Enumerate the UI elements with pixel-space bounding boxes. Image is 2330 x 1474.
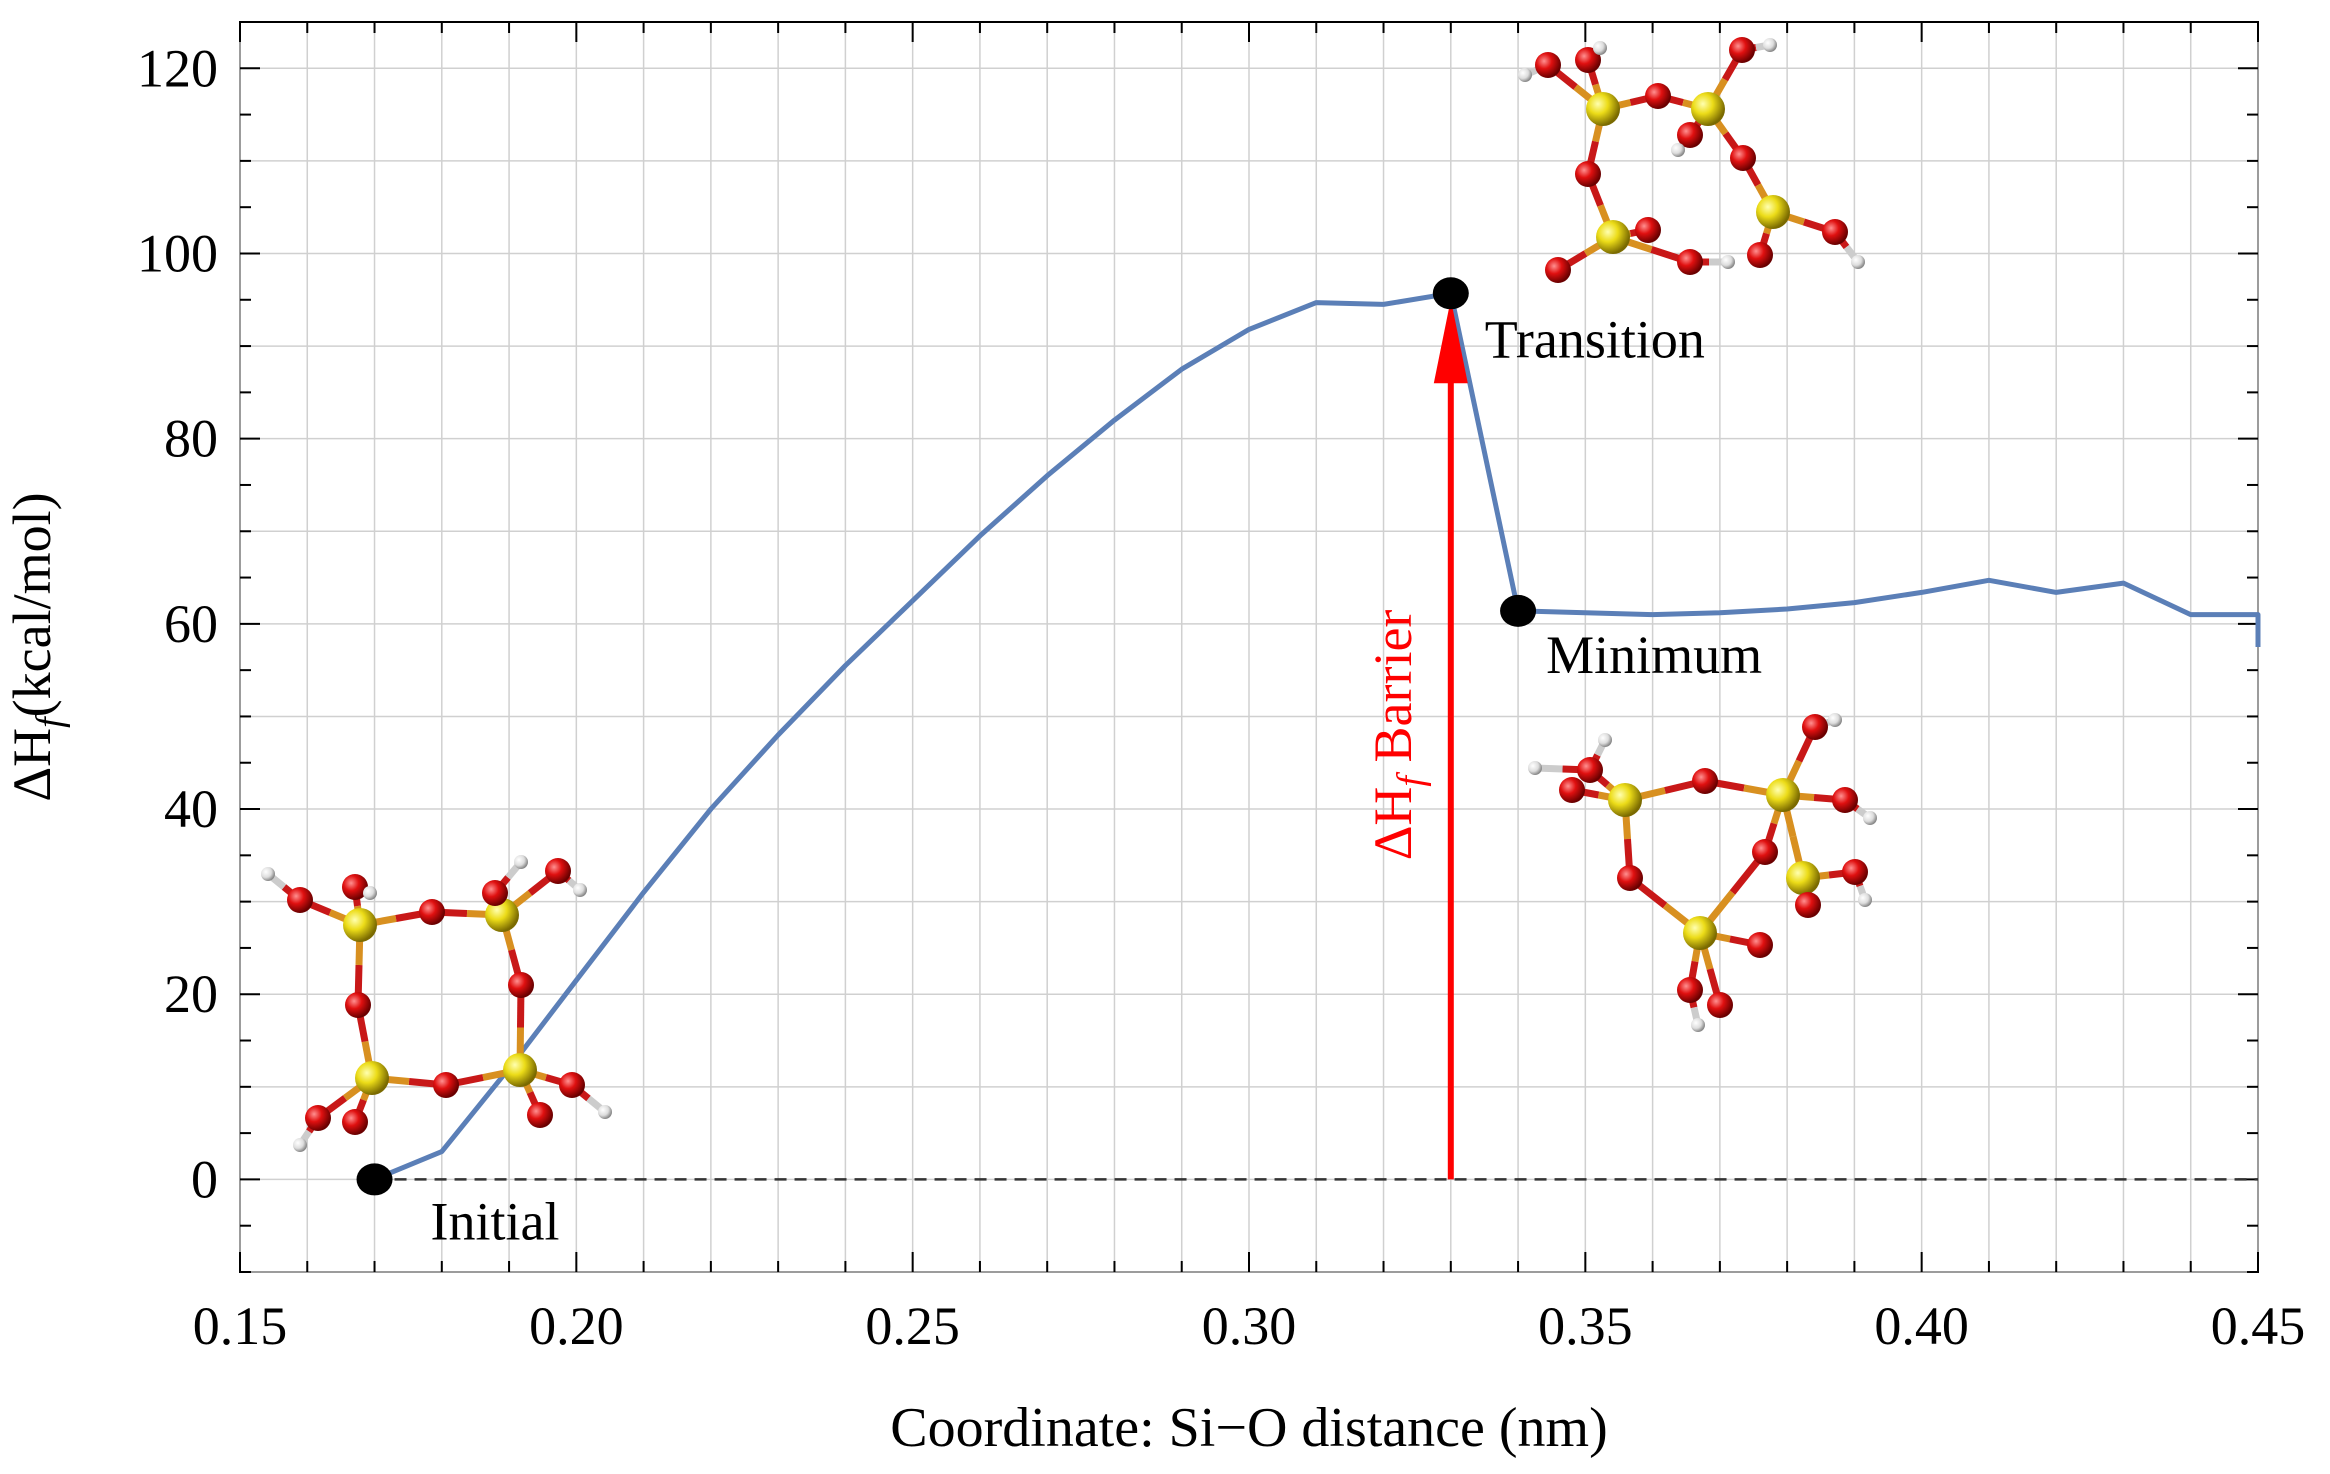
hydrogen-atom: [1828, 713, 1842, 727]
y-axis-label: ΔHf(kcal/mol): [2, 492, 71, 801]
silicon-atom: [1683, 916, 1717, 950]
y-tick-label: 120: [137, 38, 218, 98]
hydrogen-atom: [1518, 68, 1532, 82]
hydrogen-atom: [1721, 255, 1735, 269]
oxygen-atom: [305, 1105, 331, 1131]
oxygen-atom: [1802, 714, 1828, 740]
x-tick-label: 0.15: [193, 1296, 288, 1356]
hydrogen-atom: [1598, 733, 1612, 747]
oxygen-atom: [1730, 145, 1756, 171]
y-tick-label: 0: [191, 1149, 218, 1209]
oxygen-atom: [1842, 859, 1868, 885]
silicon-atom: [355, 1061, 389, 1095]
oxygen-atom: [1645, 83, 1671, 109]
oxygen-atom: [1577, 757, 1603, 783]
silicon-atom: [1786, 861, 1820, 895]
x-tick-label: 0.30: [1202, 1296, 1297, 1356]
oxygen-atom: [1707, 992, 1733, 1018]
x-tick-label: 0.25: [865, 1296, 960, 1356]
y-tick-label: 100: [137, 223, 218, 283]
silicon-atom: [1691, 92, 1725, 126]
oxygen-atom: [508, 972, 534, 998]
y-tick-label: 20: [164, 964, 218, 1024]
silicon-atom: [1608, 783, 1642, 817]
oxygen-atom: [1795, 892, 1821, 918]
point-label-minimum: Minimum: [1546, 625, 1762, 685]
hydrogen-atom: [363, 886, 377, 900]
oxygen-atom: [1692, 768, 1718, 794]
hydrogen-atom: [1858, 893, 1872, 907]
oxygen-atom: [1575, 161, 1601, 187]
molecule-initial: [261, 855, 612, 1152]
y-tick-label: 40: [164, 779, 218, 839]
hydrogen-atom: [1863, 811, 1877, 825]
oxygen-atom: [482, 880, 508, 906]
barrier-label: ΔHf Barrier: [1363, 610, 1432, 861]
hydrogen-atom: [598, 1105, 612, 1119]
oxygen-atom: [1747, 242, 1773, 268]
oxygen-atom: [1559, 777, 1585, 803]
oxygen-atom: [1832, 787, 1858, 813]
hydrogen-atom: [1763, 38, 1777, 52]
hydrogen-atom: [1593, 41, 1607, 55]
series-line: [373, 290, 2261, 1182]
x-tick-label: 0.20: [529, 1296, 624, 1356]
oxygen-atom: [559, 1072, 585, 1098]
marked-points: Initial Transition Minimum: [356, 277, 1762, 1251]
hydrogen-atom: [1691, 1018, 1705, 1032]
silicon-atom: [1596, 220, 1630, 254]
oxygen-atom: [1635, 217, 1661, 243]
hydrogen-atom: [1671, 143, 1685, 157]
hydrogen-atom: [1528, 761, 1542, 775]
oxygen-atom: [1677, 249, 1703, 275]
x-tick-label: 0.45: [2211, 1296, 2306, 1356]
oxygen-atom: [419, 899, 445, 925]
silicon-atom: [343, 908, 377, 942]
point-minimum: [1500, 594, 1537, 627]
oxygen-atom: [342, 1109, 368, 1135]
silicon-atom: [1766, 778, 1800, 812]
point-transition: [1432, 277, 1469, 310]
oxygen-atom: [1545, 257, 1571, 283]
oxygen-atom: [1822, 219, 1848, 245]
y-tick-label: 80: [164, 409, 218, 469]
molecule-transition: [1518, 37, 1865, 283]
oxygen-atom: [287, 887, 313, 913]
point-initial: [356, 1163, 393, 1196]
silicon-atom: [485, 898, 519, 932]
axis-ticks: [239, 22, 2259, 1273]
y-tick-label: 60: [164, 594, 218, 654]
oxygen-atom: [527, 1102, 553, 1128]
hydrogen-atom: [293, 1138, 307, 1152]
tick-labels: 0.15 0.20 0.25 0.30 0.35 0.40 0.45 0 20 40 60 80 100…: [137, 38, 2305, 1356]
point-label-transition: Transition: [1485, 309, 1705, 369]
oxygen-atom: [1729, 37, 1755, 63]
molecule-images: [261, 37, 1877, 1152]
oxygen-atom: [1535, 52, 1561, 78]
molecule-minimum: [1528, 713, 1877, 1032]
silicon-atom: [503, 1053, 537, 1087]
hydrogen-atom: [573, 883, 587, 897]
oxygen-atom: [1747, 932, 1773, 958]
oxygen-atom: [1752, 839, 1778, 865]
oxygen-atom: [345, 992, 371, 1018]
oxygen-atom: [342, 874, 368, 900]
x-tick-label: 0.40: [1874, 1296, 1969, 1356]
hydrogen-atom: [514, 855, 528, 869]
oxygen-atom: [433, 1072, 459, 1098]
x-axis-label: Coordinate: Si−O distance (nm): [890, 1397, 1607, 1459]
x-tick-label: 0.35: [1538, 1296, 1633, 1356]
oxygen-atom: [1677, 122, 1703, 148]
point-label-initial: Initial: [431, 1191, 560, 1251]
silicon-atom: [1586, 92, 1620, 126]
oxygen-atom: [545, 858, 571, 884]
barrier-arrow-head: [1433, 299, 1468, 384]
hydrogen-atom: [261, 867, 275, 881]
oxygen-atom: [1677, 977, 1703, 1003]
silicon-atom: [1756, 195, 1790, 229]
oxygen-atom: [1575, 47, 1601, 73]
oxygen-atom: [1617, 865, 1643, 891]
hydrogen-atom: [1851, 255, 1865, 269]
